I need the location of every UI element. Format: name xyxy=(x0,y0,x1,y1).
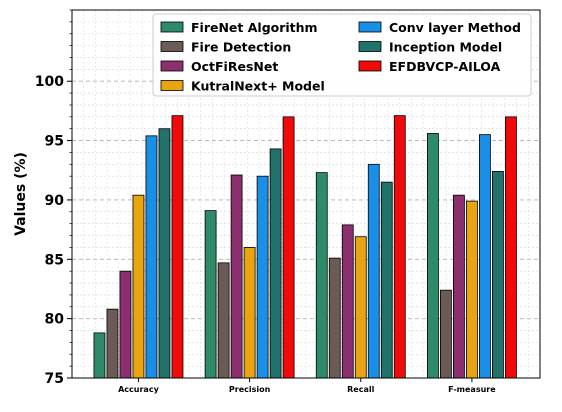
legend-label: FireNet Algorithm xyxy=(191,20,318,35)
legend-swatch xyxy=(358,60,382,72)
bar xyxy=(256,175,269,379)
bars-layer xyxy=(93,115,517,379)
axes-layer: 75 80 85 90 95 100 Accuracy Precision Recall F-me… xyxy=(35,9,541,394)
bar xyxy=(479,134,491,379)
bar xyxy=(427,133,439,379)
bar xyxy=(158,128,171,379)
legend-swatch xyxy=(358,21,382,33)
legend-label: Inception Model xyxy=(389,40,502,55)
bar xyxy=(440,289,452,379)
x-tick-label: F-measure xyxy=(448,385,496,394)
legend-box xyxy=(152,13,532,97)
bar xyxy=(466,200,478,379)
bar xyxy=(367,163,380,379)
bar xyxy=(106,308,119,379)
y-tick-label: 90 xyxy=(45,193,65,209)
legend-swatch xyxy=(160,60,184,72)
legend-label: OctFiResNet xyxy=(191,59,278,74)
bar xyxy=(93,332,106,379)
bar xyxy=(243,247,256,379)
legend-swatch xyxy=(160,41,184,52)
y-tick-label: 85 xyxy=(45,252,64,268)
bar xyxy=(328,257,341,379)
x-tick-label: Recall xyxy=(347,385,374,394)
bar xyxy=(204,210,217,379)
bar xyxy=(380,181,393,379)
plot-frame xyxy=(71,9,541,379)
legend-label: EFDBVCP-AILOA xyxy=(389,59,501,74)
y-tick-label: 75 xyxy=(45,371,64,387)
x-tick-label: Accuracy xyxy=(118,385,159,394)
bar xyxy=(492,171,504,379)
legend-swatch xyxy=(160,21,184,33)
bar xyxy=(341,224,354,379)
x-tick-label: Precision xyxy=(229,385,271,394)
y-tick-label: 80 xyxy=(45,312,65,328)
bar xyxy=(145,135,158,379)
bar xyxy=(269,148,282,379)
legend: FireNet Algorithm Fire Detection OctFiResN… xyxy=(152,13,532,97)
bar xyxy=(171,115,184,379)
legend-swatch xyxy=(358,41,382,52)
bar xyxy=(217,262,230,379)
legend-label: KutralNext+ Model xyxy=(191,79,325,94)
bar xyxy=(132,194,145,379)
bar xyxy=(119,270,132,379)
bar xyxy=(453,194,465,379)
bar xyxy=(354,236,367,379)
legend-label: Fire Detection xyxy=(191,40,291,55)
bar xyxy=(505,116,517,379)
legend-label: Conv layer Method xyxy=(389,20,521,35)
bar xyxy=(315,172,328,379)
bar xyxy=(230,174,243,379)
y-tick-label: 95 xyxy=(45,134,64,150)
y-axis-label: Values (%) xyxy=(13,152,29,236)
legend-swatch xyxy=(160,80,184,91)
bar xyxy=(282,116,295,379)
bar xyxy=(393,115,406,379)
y-tick-label: 100 xyxy=(35,74,64,90)
